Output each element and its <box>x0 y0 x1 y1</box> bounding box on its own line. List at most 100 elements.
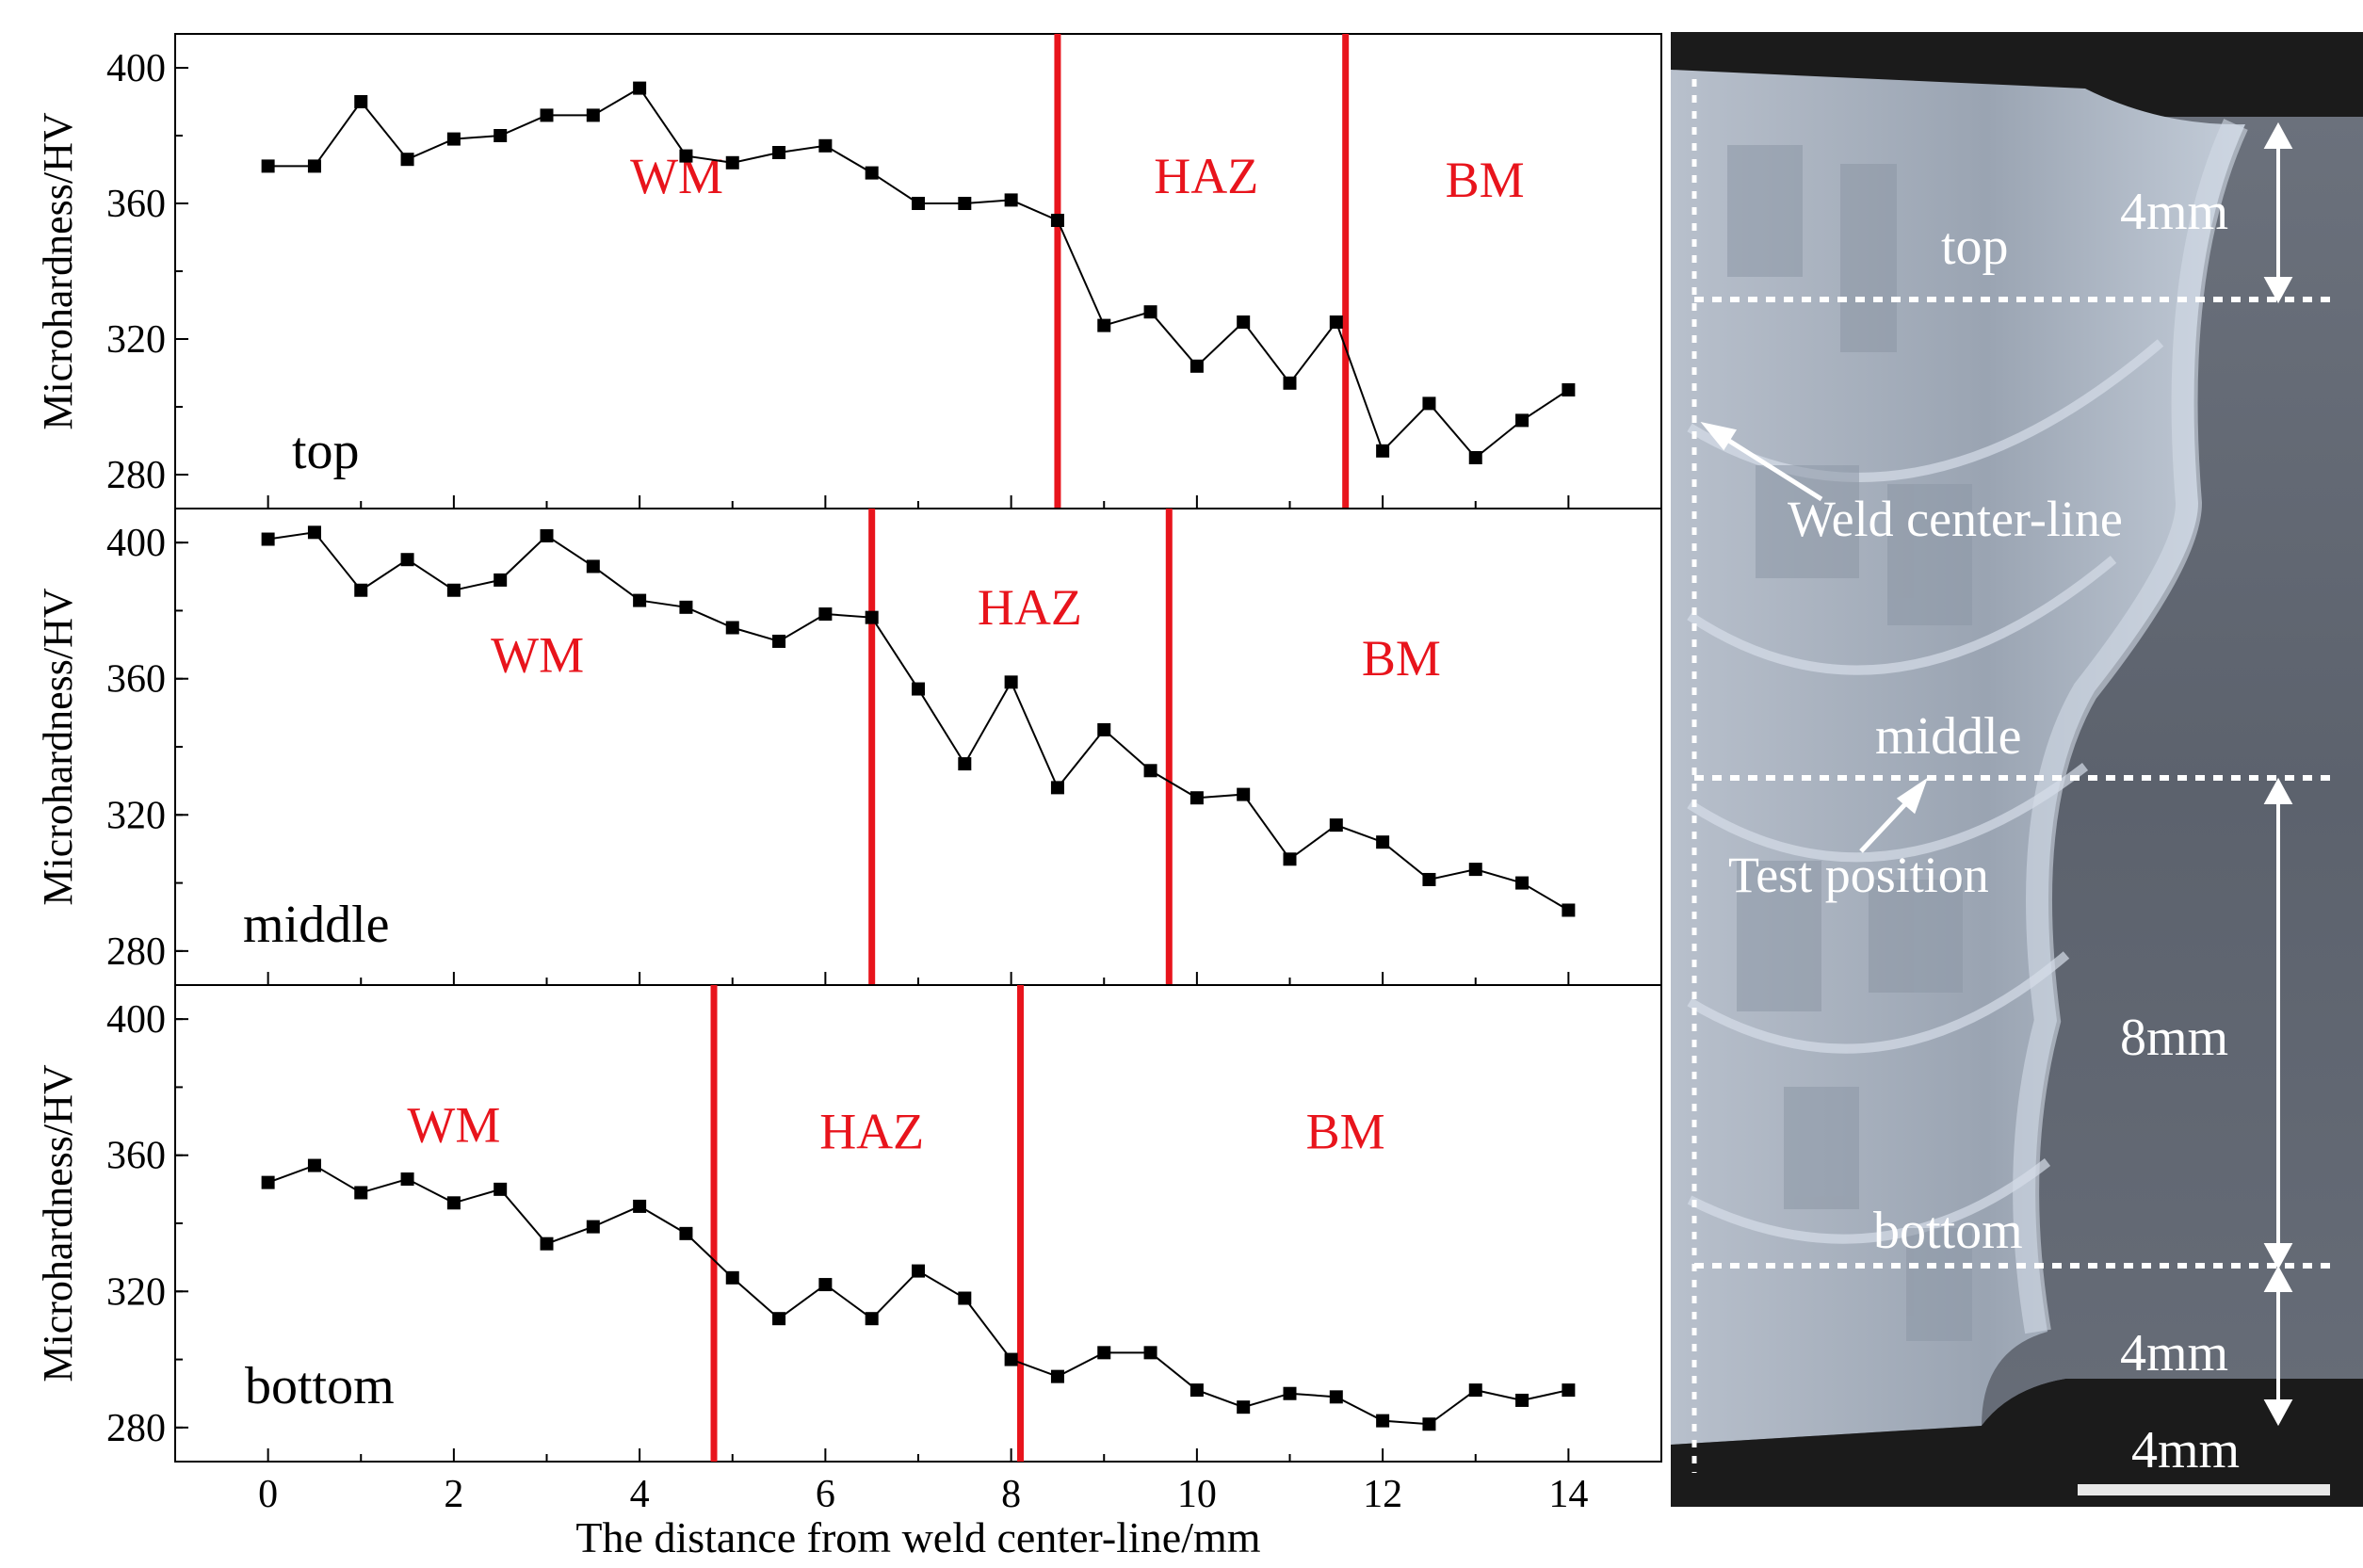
data-point <box>540 108 554 122</box>
data-point <box>1097 1346 1111 1360</box>
data-point <box>679 149 693 163</box>
series-line <box>267 87 1569 460</box>
y-axis-title: Microhardness/HV <box>35 588 81 905</box>
y-tick-label: 400 <box>106 47 166 90</box>
data-point <box>912 682 925 696</box>
data-point <box>446 583 461 597</box>
data-point <box>586 559 600 574</box>
zone-label-wm: WM <box>491 626 584 683</box>
data-point <box>540 528 554 542</box>
y-tick-label: 320 <box>106 1270 166 1314</box>
panel-bottom: 280 320 360 400 0 2 4 6 8 10 12 14 Microhardness/HV W… <box>35 984 1662 1516</box>
panel-label-top: top <box>292 422 360 480</box>
data-point <box>1376 444 1390 458</box>
data-point <box>446 1196 461 1210</box>
data-point <box>1097 318 1111 332</box>
data-point <box>1468 1383 1482 1398</box>
data-point <box>958 757 972 771</box>
plot-frame <box>174 33 1662 509</box>
label-middle: middle <box>1875 707 2022 766</box>
plot-frame <box>174 508 1662 986</box>
data-point <box>586 1220 600 1234</box>
y-tick-label: 360 <box>106 658 166 702</box>
x-tick-label: 0 <box>258 1473 278 1516</box>
label-middle-depth: 8mm <box>2120 1009 2229 1067</box>
data-point <box>1422 872 1436 886</box>
data-point <box>818 1278 833 1292</box>
y-tick-label: 320 <box>106 318 166 362</box>
data-point <box>865 166 879 180</box>
x-tick-label: 6 <box>816 1473 835 1516</box>
data-point <box>1329 315 1343 329</box>
data-point <box>725 155 739 170</box>
data-point <box>446 132 461 146</box>
x-tick-label: 12 <box>1363 1473 1402 1516</box>
data-point <box>1004 193 1018 207</box>
y-tick-label: 360 <box>106 1135 166 1178</box>
series-line <box>267 1164 1569 1426</box>
data-point <box>958 197 972 210</box>
data-point <box>1376 835 1390 849</box>
data-point <box>633 81 647 95</box>
data-point <box>1143 764 1157 778</box>
data-point <box>912 1264 925 1278</box>
label-weld-center-line: Weld center-line <box>1788 491 2123 547</box>
data-point <box>1283 852 1297 866</box>
zone-label-bm: BM <box>1306 1103 1385 1159</box>
data-point <box>586 108 600 122</box>
data-point <box>772 1312 786 1326</box>
zone-label-bm: BM <box>1362 630 1441 687</box>
data-point <box>540 1237 554 1251</box>
data-point <box>679 1226 693 1240</box>
data-point <box>494 1182 508 1196</box>
data-point <box>679 600 693 614</box>
weld-micrograph: top 4mm Weld center-line middle Test pos… <box>1671 32 2363 1507</box>
data-point <box>633 593 647 607</box>
data-point <box>865 1312 879 1326</box>
data-point <box>354 1186 368 1200</box>
data-point <box>1562 1383 1576 1398</box>
data-point <box>307 159 321 173</box>
data-point <box>1329 818 1343 832</box>
data-point <box>307 1158 321 1172</box>
data-point <box>1004 675 1018 689</box>
y-axis-title: Microhardness/HV <box>35 112 81 429</box>
series-line <box>267 531 1569 912</box>
data-point <box>1237 1400 1251 1414</box>
data-point <box>1050 214 1064 227</box>
data-point <box>633 1199 647 1213</box>
data-point <box>772 634 786 648</box>
data-point <box>1237 315 1251 329</box>
scale-bar <box>2078 1484 2330 1495</box>
data-point <box>400 1172 414 1187</box>
data-point <box>772 146 786 159</box>
zone-label-haz: HAZ <box>819 1103 924 1159</box>
data-point <box>818 607 833 622</box>
data-point <box>1376 1414 1390 1428</box>
data-point <box>1515 413 1529 428</box>
data-point <box>1422 1417 1436 1431</box>
x-tick-label: 4 <box>630 1473 650 1516</box>
label-scale-bar: 4mm <box>2131 1421 2241 1479</box>
x-tick-label: 14 <box>1548 1473 1588 1516</box>
label-top: top <box>1941 218 2009 276</box>
data-point <box>307 525 321 540</box>
zone-label-wm: WM <box>407 1096 500 1153</box>
data-point <box>1004 1352 1018 1366</box>
data-point <box>1515 1393 1529 1407</box>
data-point <box>354 583 368 597</box>
panel-label-bottom: bottom <box>245 1357 395 1415</box>
label-top-depth: 4mm <box>2120 183 2229 241</box>
data-point <box>1562 383 1576 396</box>
y-tick-label: 320 <box>106 794 166 837</box>
x-tick-label: 10 <box>1177 1473 1217 1516</box>
data-point <box>494 129 508 142</box>
data-point <box>1562 903 1576 917</box>
data-point <box>912 197 925 210</box>
data-point <box>261 1175 275 1189</box>
panel-top: 280 320 360 400 Microhardness/HV WM HAZ BM top <box>35 33 1662 509</box>
data-point <box>400 153 414 167</box>
data-point <box>1329 1390 1343 1404</box>
data-point <box>818 138 833 153</box>
y-tick-label: 280 <box>106 454 166 497</box>
